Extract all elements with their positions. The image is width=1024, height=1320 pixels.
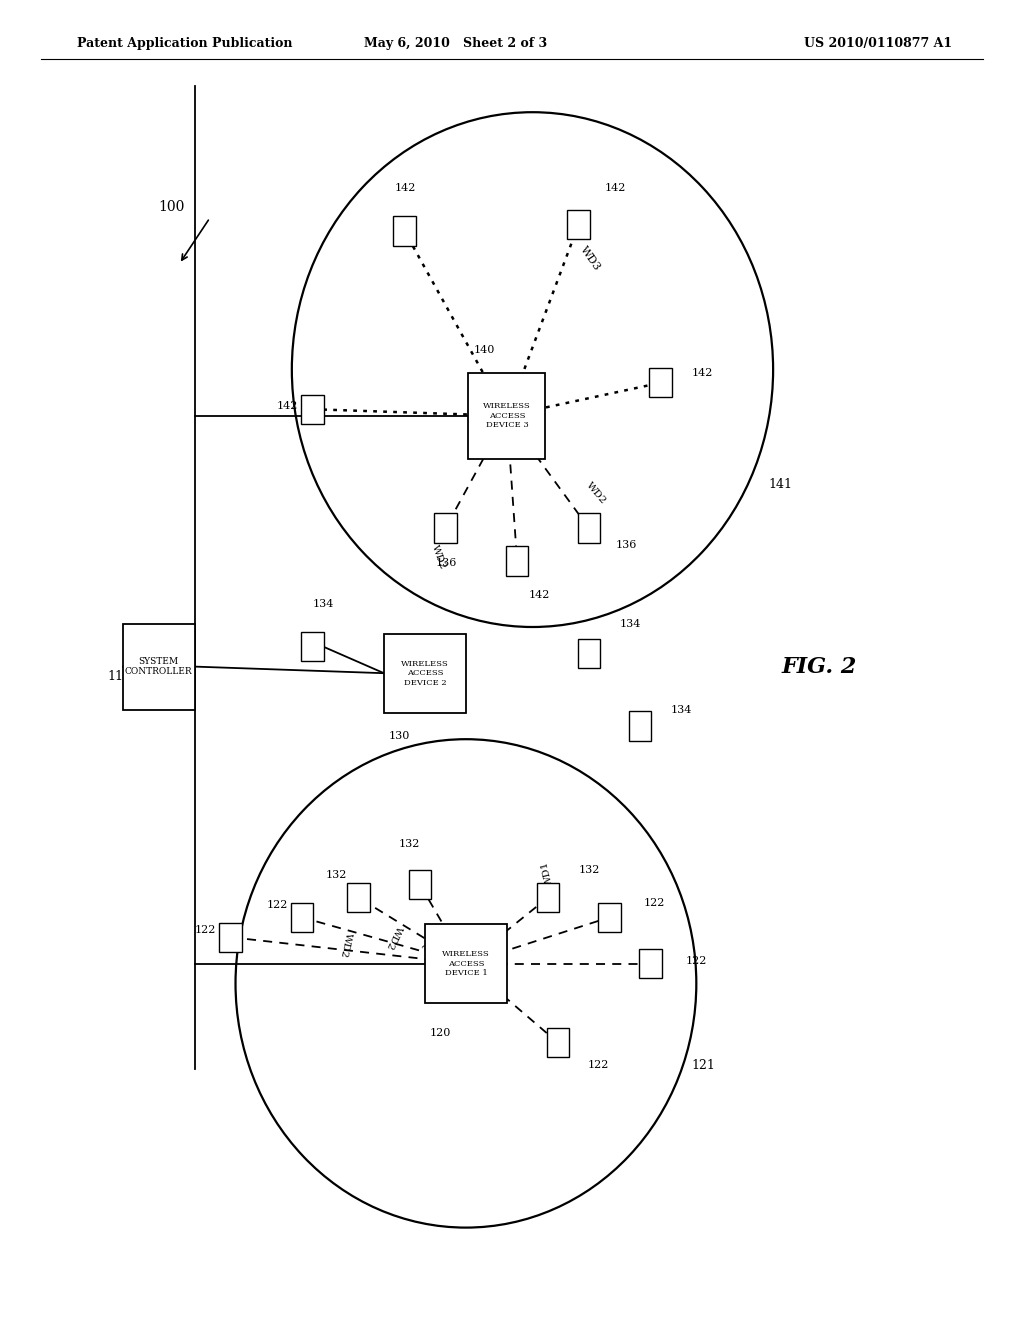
Text: May 6, 2010   Sheet 2 of 3: May 6, 2010 Sheet 2 of 3 <box>365 37 547 50</box>
Text: WD2: WD2 <box>384 924 403 950</box>
FancyBboxPatch shape <box>649 368 672 397</box>
FancyBboxPatch shape <box>578 639 600 668</box>
Text: 122: 122 <box>686 956 708 966</box>
Text: 110: 110 <box>108 669 131 682</box>
FancyBboxPatch shape <box>123 623 195 710</box>
FancyBboxPatch shape <box>347 883 370 912</box>
Text: 100: 100 <box>159 201 185 214</box>
Text: 142: 142 <box>604 183 626 194</box>
Text: WD2: WD2 <box>419 929 444 952</box>
FancyBboxPatch shape <box>301 395 324 424</box>
Text: 130: 130 <box>389 731 411 742</box>
FancyBboxPatch shape <box>393 216 416 246</box>
Text: 136: 136 <box>615 540 637 549</box>
FancyBboxPatch shape <box>384 634 466 713</box>
FancyBboxPatch shape <box>578 513 600 543</box>
Text: WIRELESS
ACCESS
DEVICE 2: WIRELESS ACCESS DEVICE 2 <box>401 660 449 686</box>
Text: 132: 132 <box>579 865 600 875</box>
Text: WD2: WD2 <box>338 932 352 958</box>
Text: SYSTEM
CONTROLLER: SYSTEM CONTROLLER <box>125 657 193 676</box>
FancyBboxPatch shape <box>425 924 507 1003</box>
Text: 142: 142 <box>276 401 298 412</box>
Text: WD2: WD2 <box>430 544 447 570</box>
FancyBboxPatch shape <box>409 870 431 899</box>
Text: 132: 132 <box>398 840 420 850</box>
Text: 134: 134 <box>620 619 641 630</box>
Text: 134: 134 <box>671 705 692 715</box>
Text: WD3: WD3 <box>579 244 602 273</box>
FancyBboxPatch shape <box>639 949 662 978</box>
Text: 122: 122 <box>588 1060 609 1071</box>
Text: FIG. 2: FIG. 2 <box>781 656 857 677</box>
Text: 132: 132 <box>326 870 347 879</box>
Text: Patent Application Publication: Patent Application Publication <box>77 37 292 50</box>
Text: WD2: WD2 <box>584 480 607 506</box>
FancyBboxPatch shape <box>506 546 528 576</box>
Text: WIRELESS
ACCESS
DEVICE 1: WIRELESS ACCESS DEVICE 1 <box>442 950 489 977</box>
FancyBboxPatch shape <box>567 210 590 239</box>
FancyBboxPatch shape <box>629 711 651 741</box>
Text: 142: 142 <box>528 590 550 599</box>
Text: 122: 122 <box>644 898 666 908</box>
Text: 121: 121 <box>691 1059 715 1072</box>
FancyBboxPatch shape <box>301 632 324 661</box>
Text: 141: 141 <box>768 478 792 491</box>
Text: WIRELESS
ACCESS
DEVICE 3: WIRELESS ACCESS DEVICE 3 <box>483 403 530 429</box>
Text: 122: 122 <box>195 925 216 935</box>
FancyBboxPatch shape <box>547 1028 569 1057</box>
Text: 120: 120 <box>430 1028 452 1039</box>
FancyBboxPatch shape <box>537 883 559 912</box>
Text: US 2010/0110877 A1: US 2010/0110877 A1 <box>804 37 952 50</box>
Text: WD1: WD1 <box>540 859 555 886</box>
FancyBboxPatch shape <box>291 903 313 932</box>
FancyBboxPatch shape <box>598 903 621 932</box>
Text: 142: 142 <box>394 183 416 194</box>
FancyBboxPatch shape <box>469 372 545 458</box>
FancyBboxPatch shape <box>434 513 457 543</box>
Text: 140: 140 <box>473 345 495 355</box>
FancyBboxPatch shape <box>219 923 242 952</box>
Text: 134: 134 <box>312 599 334 610</box>
Text: 122: 122 <box>267 899 289 909</box>
Text: 136: 136 <box>436 557 458 568</box>
Text: 142: 142 <box>691 368 713 379</box>
